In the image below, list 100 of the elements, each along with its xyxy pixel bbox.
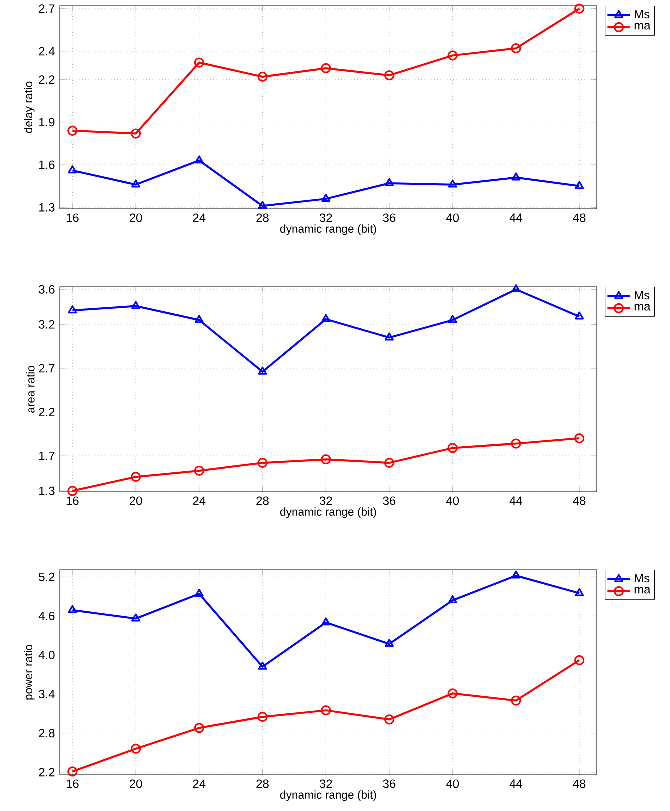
point [574,655,585,666]
x-tick-label: 20 [130,214,142,222]
point [574,433,585,444]
point [321,454,332,465]
point [512,570,521,579]
point [68,126,78,136]
point [384,70,395,81]
y-axis-title: power ratio [24,644,35,700]
point [258,72,268,82]
point [130,128,142,139]
point [132,180,141,188]
point [68,306,78,314]
y-tick-label: 2.7 [39,364,55,373]
x-tick-label: 48 [573,780,586,788]
x-tick-label: 24 [193,496,206,506]
x-tick-label: 40 [446,496,460,506]
x-tick-label: 20 [130,780,142,788]
x-axis-title: dynamic range (bit) [280,224,376,236]
point [575,312,584,320]
x-tick-label: 16 [66,214,79,222]
point [68,166,78,174]
x-tick-label: 28 [256,496,269,506]
point [68,486,78,496]
point [322,314,331,322]
legend-label: Ms [635,10,650,19]
point [448,180,458,188]
legend-label: ma [634,587,651,594]
x-tick-label: 32 [320,496,332,506]
x-tick-label: 16 [66,496,79,506]
x-tick-label: 28 [256,780,269,788]
point [574,4,585,14]
point [194,315,204,324]
y-tick-label: 1.9 [40,118,55,127]
point [384,178,394,186]
x-tick-label: 48 [573,214,586,222]
point [194,466,204,476]
y-tick-label: 2.8 [39,729,55,738]
point [258,458,268,468]
y-tick-label: 3.6 [39,285,55,294]
point [194,589,204,598]
point [258,201,268,210]
point [384,714,395,725]
x-tick-label: 24 [193,214,206,222]
point [68,766,78,777]
legend-label: ma [634,23,651,30]
x-tick-label: 44 [510,496,523,505]
x-tick-label: 16 [66,780,79,788]
y-axis-title: delay ratio [24,82,35,134]
point [321,706,332,716]
y-tick-label: 3.4 [39,690,55,699]
point [384,332,394,341]
y-tick-label: 2.7 [39,4,55,14]
point [258,366,268,375]
y-tick-label: 2.2 [39,408,55,416]
x-tick-label: 44 [510,780,523,788]
point [130,744,142,754]
x-tick-label: 40 [446,780,460,788]
x-tick-label: 32 [320,780,332,788]
point [132,614,141,622]
point [512,284,521,293]
point [322,618,331,626]
legend-label: Ms [635,291,650,300]
y-tick-label: 2.2 [39,768,55,777]
point [130,472,142,482]
point [448,596,458,604]
point [575,181,584,190]
point [448,50,458,61]
y-tick-label: 3.2 [39,320,55,329]
y-tick-label: 1.7 [40,452,55,460]
point [194,58,204,68]
point [194,723,204,734]
x-tick-label: 32 [320,214,332,222]
y-tick-label: 1.6 [40,160,55,170]
point [194,156,204,164]
x-axis-title: dynamic range (bit) [280,790,376,802]
point [448,688,458,699]
point [512,172,521,181]
y-tick-label: 2.2 [39,76,55,84]
x-tick-label: 36 [383,214,396,222]
point [258,662,268,670]
point [511,438,522,449]
point [68,605,78,614]
x-tick-label: 24 [193,780,206,788]
x-tick-label: 28 [256,214,269,222]
point [132,301,141,310]
x-tick-label: 36 [383,780,396,788]
y-tick-label: 1.3 [40,486,55,496]
point [448,315,458,324]
y-tick-label: 1.3 [40,203,55,212]
y-tick-label: 5.2 [39,572,55,582]
x-tick-label: 20 [130,496,142,506]
legend-label: ma [634,304,651,311]
point [384,639,394,648]
point [511,44,522,54]
x-tick-label: 36 [383,496,396,506]
point [384,458,395,468]
x-tick-label: 40 [446,214,460,222]
x-axis-title: dynamic range (bit) [280,508,376,518]
point [448,443,458,454]
point [511,696,522,706]
